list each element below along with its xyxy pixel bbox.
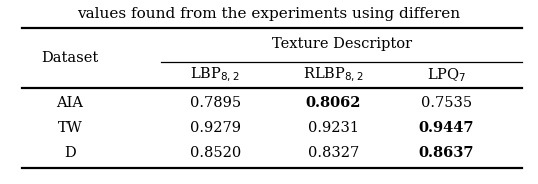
Text: 0.8062: 0.8062 [306, 95, 362, 109]
Text: Texture Descriptor: Texture Descriptor [272, 37, 413, 51]
Text: 0.8520: 0.8520 [189, 146, 241, 160]
Text: 0.8637: 0.8637 [419, 146, 475, 160]
Text: LBP$_{8,2}$: LBP$_{8,2}$ [190, 66, 240, 84]
Text: 0.7535: 0.7535 [421, 95, 472, 109]
Text: values found from the experiments using differen: values found from the experiments using … [77, 7, 461, 21]
Text: TW: TW [58, 121, 82, 135]
Text: 0.8327: 0.8327 [308, 146, 359, 160]
Text: LPQ$_7$: LPQ$_7$ [427, 66, 466, 84]
Text: 0.9231: 0.9231 [308, 121, 359, 135]
Text: AIA: AIA [56, 95, 83, 109]
Text: Dataset: Dataset [41, 51, 98, 65]
Text: D: D [64, 146, 76, 160]
Text: 0.9279: 0.9279 [190, 121, 240, 135]
Text: RLBP$_{8,2}$: RLBP$_{8,2}$ [303, 66, 364, 84]
Text: 0.7895: 0.7895 [189, 95, 241, 109]
Text: 0.9447: 0.9447 [419, 121, 475, 135]
